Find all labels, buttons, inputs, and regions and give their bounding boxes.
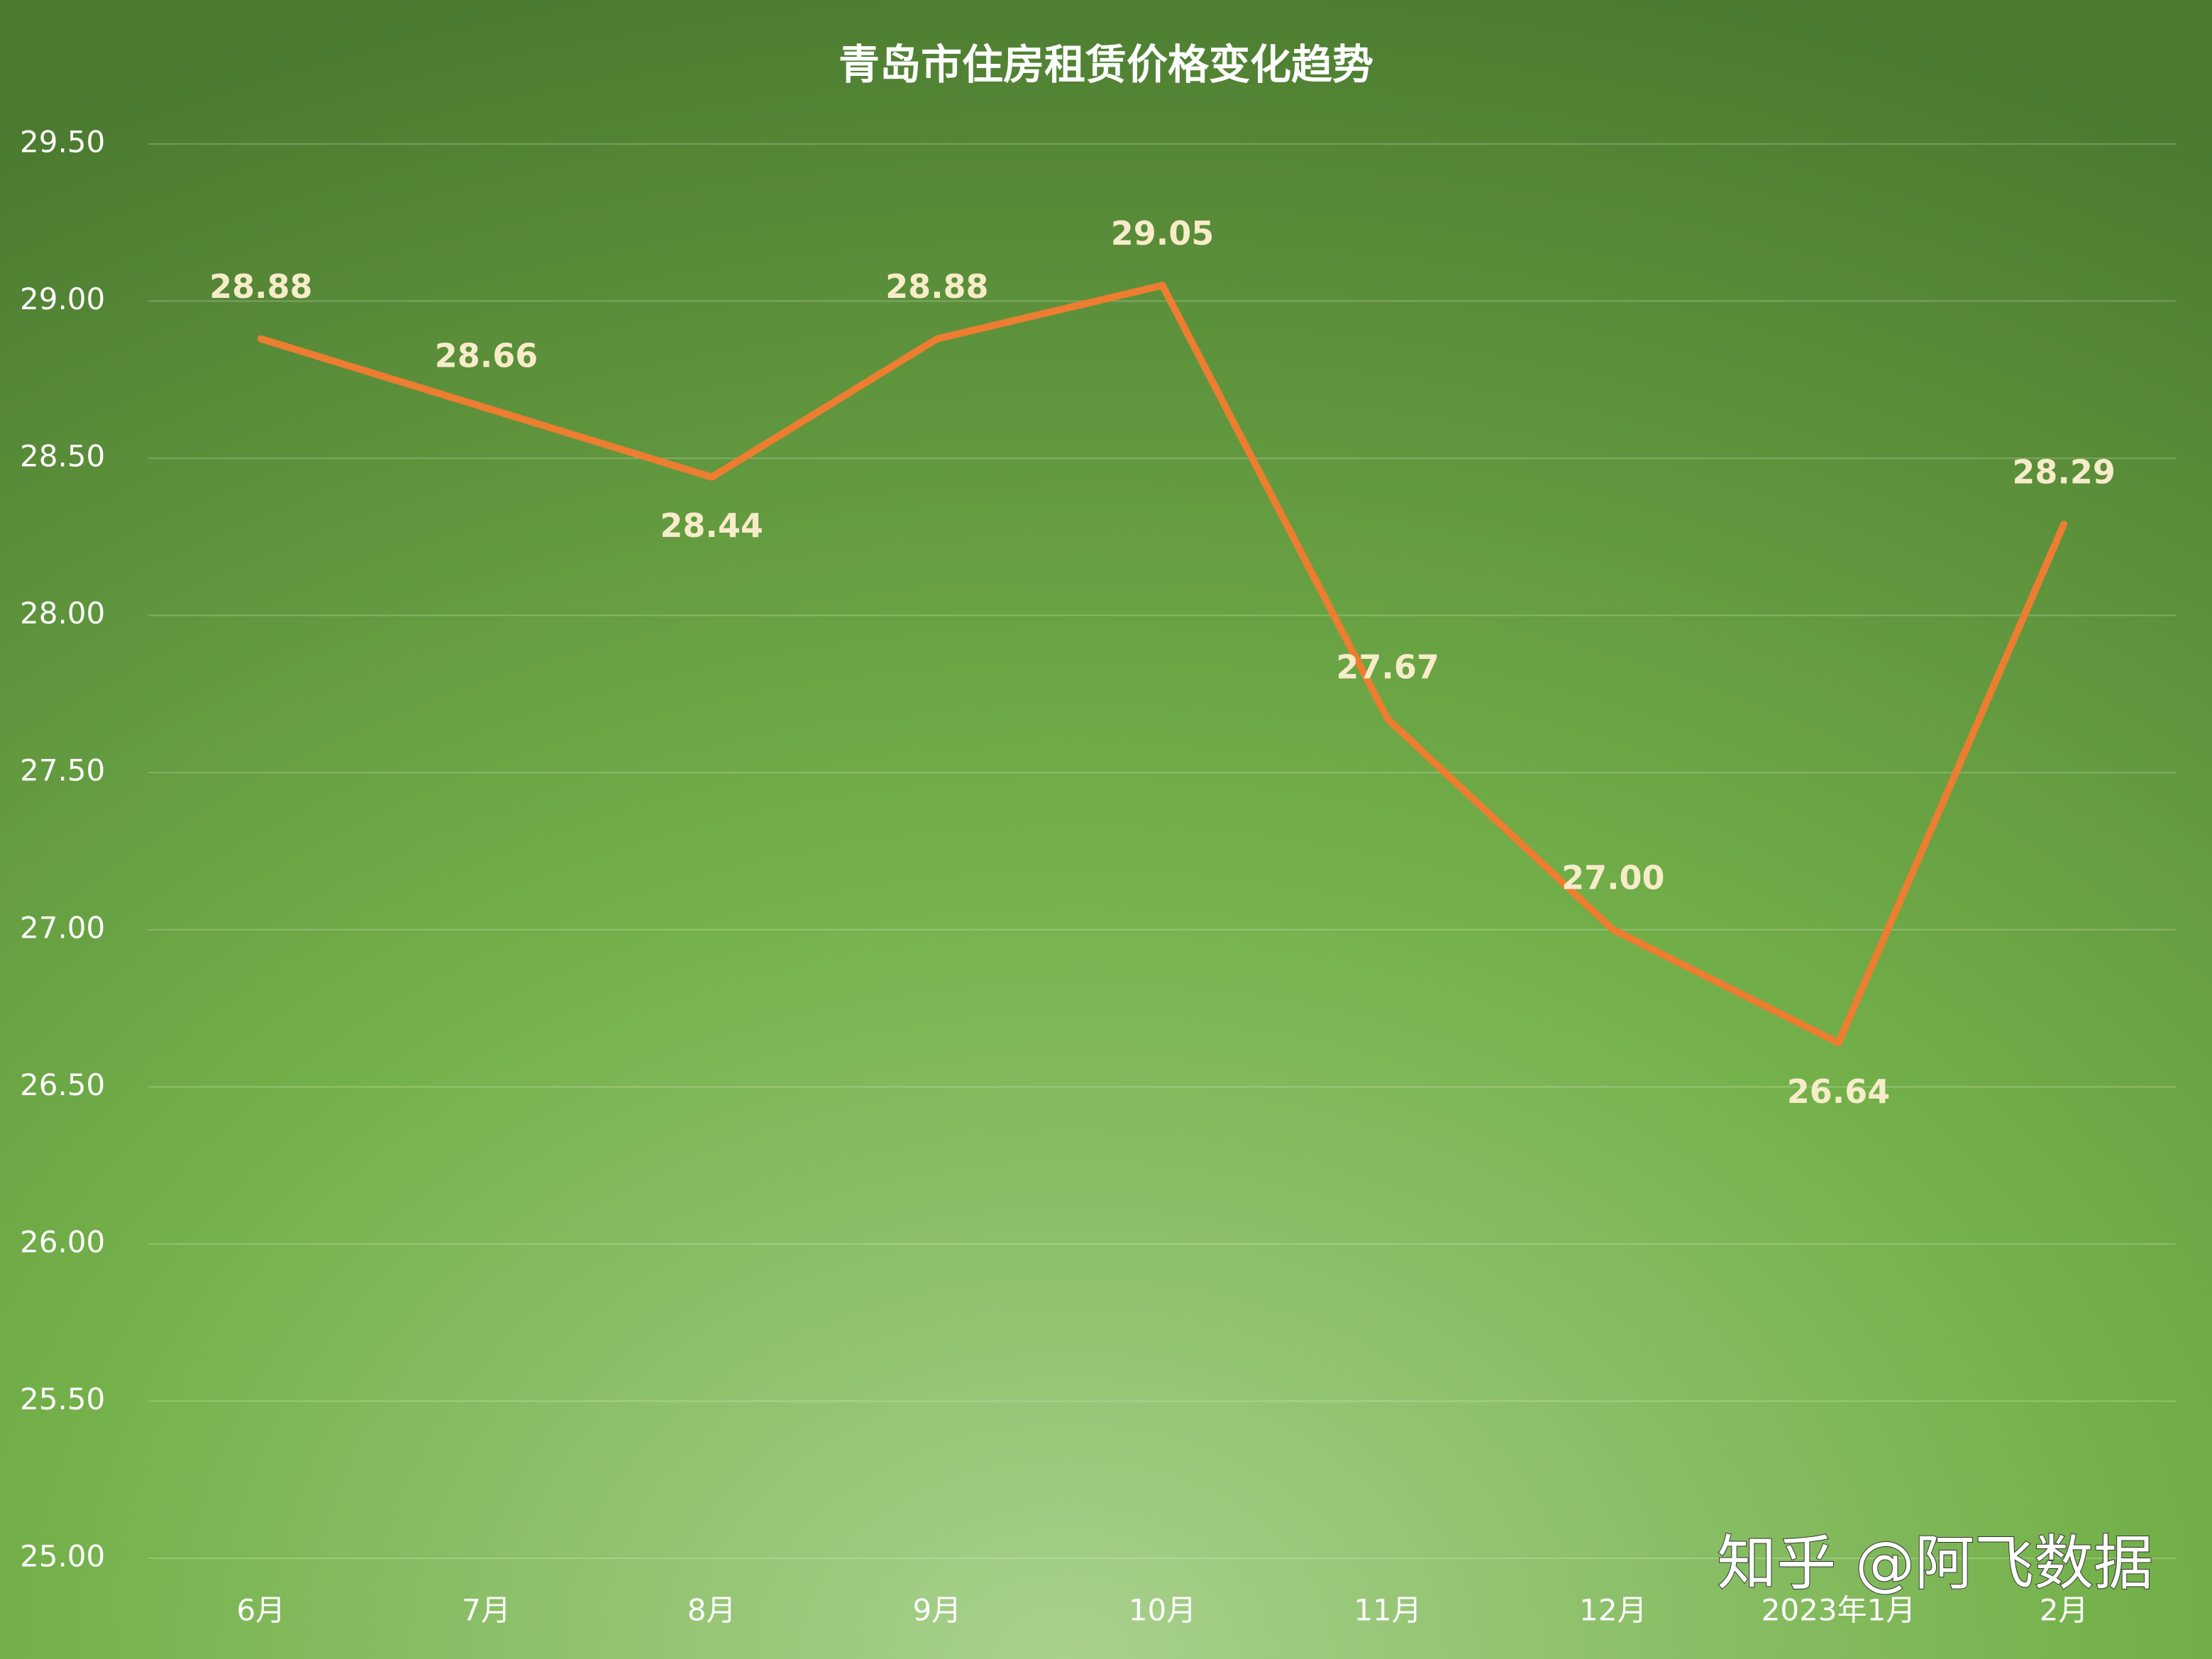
data-label: 27.67 xyxy=(1336,648,1439,686)
y-tick-label: 29.50 xyxy=(20,125,105,160)
x-tick-label: 8月 xyxy=(687,1593,736,1628)
data-label: 26.64 xyxy=(1787,1072,1891,1111)
y-tick-label: 28.50 xyxy=(20,439,105,474)
y-tick-label: 26.00 xyxy=(20,1224,105,1259)
x-tick-label: 9月 xyxy=(912,1593,961,1628)
y-tick-label: 29.00 xyxy=(20,282,105,316)
y-tick-label: 26.50 xyxy=(20,1067,105,1102)
line xyxy=(257,282,2068,1047)
x-tick-label: 7月 xyxy=(462,1593,511,1628)
y-tick-label: 28.00 xyxy=(20,596,105,631)
data-label: 28.88 xyxy=(209,267,313,306)
data-label: 28.44 xyxy=(660,506,763,545)
watermark: 知乎 @阿飞数据 xyxy=(1717,1528,2153,1598)
x-tick-label: 6月 xyxy=(236,1593,285,1628)
x-tick-label: 2023年1月 xyxy=(1762,1593,1916,1628)
y-tick-label: 27.00 xyxy=(20,910,105,945)
data-label: 28.66 xyxy=(435,337,538,375)
data-label: 27.00 xyxy=(1561,858,1665,897)
data-label: 28.88 xyxy=(885,267,989,306)
data-label: 29.05 xyxy=(1111,214,1215,253)
x-tick-label: 11月 xyxy=(1354,1593,1421,1628)
y-tick-label: 25.00 xyxy=(20,1539,105,1574)
chart-title: 青岛市住房租赁价格变化趋势 xyxy=(839,40,1373,89)
x-tick-label: 2月 xyxy=(2040,1593,2089,1628)
y-tick-label: 27.50 xyxy=(20,753,105,788)
x-tick-label: 12月 xyxy=(1579,1593,1647,1628)
y-tick-label: 25.50 xyxy=(20,1382,105,1416)
x-tick-label: 10月 xyxy=(1129,1593,1196,1628)
data-label: 28.29 xyxy=(2012,453,2116,492)
